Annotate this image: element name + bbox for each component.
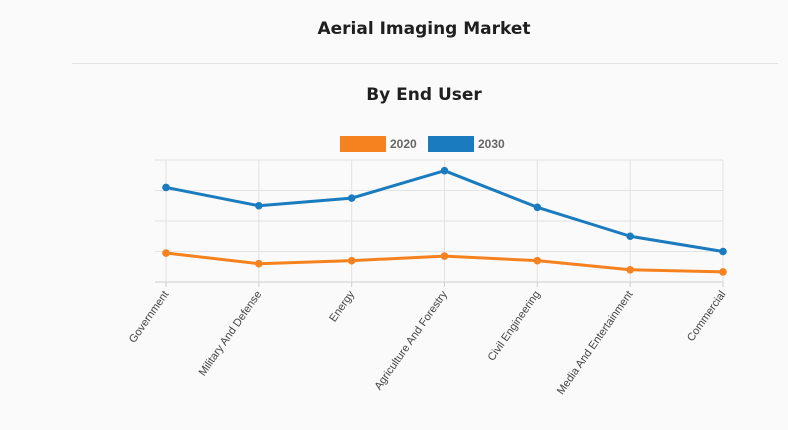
legend-label-2030: 2030 — [478, 137, 505, 151]
data-point-2030-4 — [533, 203, 542, 212]
data-point-2020-3 — [440, 252, 449, 260]
data-point-2030-0 — [162, 183, 170, 192]
series-2030 — [162, 166, 727, 256]
x-tick-label: Government — [127, 289, 172, 345]
x-tick-labels: Government Military And Defense Energy Agri… — [127, 288, 729, 396]
legend: 2020 2030 — [340, 136, 505, 152]
chart-title: By End User — [366, 85, 482, 105]
legend-swatch-2020 — [340, 136, 386, 152]
page-title: Aerial Imaging Market — [317, 19, 531, 39]
data-point-2020-2 — [347, 256, 356, 265]
data-point-2020-1 — [255, 259, 263, 268]
x-tick-label: Military And Defense — [197, 289, 265, 379]
data-point-2020-5 — [626, 266, 634, 274]
grid — [155, 159, 724, 282]
x-tick-label: Energy — [327, 288, 357, 324]
data-point-2030-3 — [440, 166, 449, 175]
data-point-2030-2 — [347, 194, 356, 202]
data-point-2030-6 — [719, 247, 727, 256]
divider — [72, 63, 778, 64]
data-point-2020-6 — [719, 268, 727, 276]
x-tick-label: Civil Engineering — [486, 289, 543, 364]
legend-swatch-2030 — [428, 136, 474, 152]
x-tick-label: Commercial — [685, 289, 728, 344]
data-point-2030-5 — [626, 232, 634, 241]
data-point-2020-4 — [533, 256, 542, 265]
x-tick-label: Agriculture And Forestry — [372, 288, 450, 392]
legend-item-2030[interactable]: 2030 — [428, 136, 505, 152]
x-axis — [155, 281, 724, 287]
legend-item-2020[interactable]: 2020 — [340, 136, 417, 152]
series-layer — [162, 166, 727, 276]
x-tick-label: Media And Entertainment — [555, 289, 636, 397]
series-2020 — [162, 249, 727, 276]
data-point-2030-1 — [255, 201, 263, 210]
legend-label-2020: 2020 — [390, 137, 417, 151]
data-point-2020-0 — [162, 249, 170, 257]
